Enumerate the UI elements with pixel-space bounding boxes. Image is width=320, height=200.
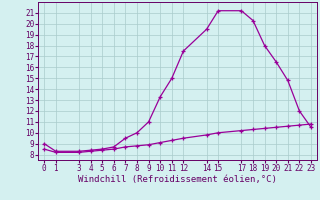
X-axis label: Windchill (Refroidissement éolien,°C): Windchill (Refroidissement éolien,°C) bbox=[78, 175, 277, 184]
